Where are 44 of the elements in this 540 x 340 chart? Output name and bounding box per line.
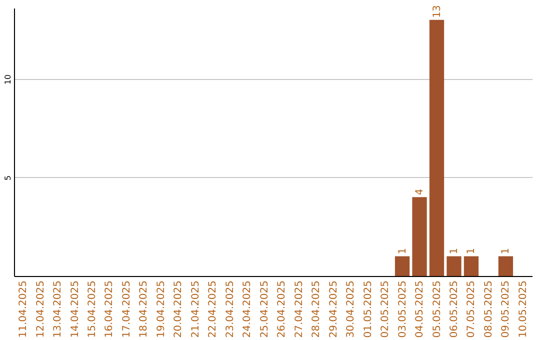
x-tick-label: 21.04.2025 xyxy=(190,280,202,338)
x-tick-label: 19.04.2025 xyxy=(156,280,167,338)
x-tick-label: 25.04.2025 xyxy=(259,280,270,338)
x-tick-label: 03.05.2025 xyxy=(397,280,408,338)
x-tick-label: 13.04.2025 xyxy=(52,280,64,338)
x-tick-label: 16.04.2025 xyxy=(104,280,116,338)
x-tick-label: 02.05.2025 xyxy=(380,280,392,338)
x-tick-label: 12.04.2025 xyxy=(35,280,46,338)
bar xyxy=(446,256,462,276)
y-tick-label: 5 xyxy=(4,175,12,181)
data-label: 1 xyxy=(500,248,512,254)
bar xyxy=(464,256,479,276)
x-tick-label: 06.05.2025 xyxy=(449,280,460,338)
x-tick-label: 11.04.2025 xyxy=(18,280,30,338)
x-tick-label: 29.04.2025 xyxy=(328,280,340,338)
x-tick-label: 26.04.2025 xyxy=(276,280,288,338)
bar xyxy=(394,256,410,276)
x-tick-label: 18.04.2025 xyxy=(138,280,150,338)
x-tick-label: 04.05.2025 xyxy=(414,280,426,338)
data-label: 1 xyxy=(466,248,478,254)
x-tick-label: 24.04.2025 xyxy=(242,280,254,338)
bar xyxy=(429,20,444,276)
data-label: 1 xyxy=(449,248,460,254)
x-tick-label: 09.05.2025 xyxy=(500,280,512,338)
data-label: 13 xyxy=(432,5,443,18)
data-label: 4 xyxy=(414,188,426,196)
bar xyxy=(412,197,427,276)
x-tick-label: 07.05.2025 xyxy=(466,280,478,338)
x-tick-label: 20.04.2025 xyxy=(173,280,184,338)
x-tick-label: 30.04.2025 xyxy=(346,280,357,338)
x-tick-label: 28.04.2025 xyxy=(311,280,322,338)
x-tick-label: 14.04.2025 xyxy=(70,280,81,338)
x-tick-label: 05.05.2025 xyxy=(432,280,443,338)
x-tick-label: 08.05.2025 xyxy=(483,280,494,338)
x-tick-label: 23.04.2025 xyxy=(224,280,236,338)
y-tick-label: 10 xyxy=(4,74,12,85)
data-label: 1 xyxy=(397,248,408,254)
x-tick-label: 01.05.2025 xyxy=(362,280,374,338)
x-tick-label: 22.04.2025 xyxy=(208,280,219,338)
x-tick-label: 17.04.2025 xyxy=(121,280,132,338)
x-tick-label: 15.04.2025 xyxy=(87,280,98,338)
bar xyxy=(498,256,514,276)
x-tick-label: 27.04.2025 xyxy=(294,280,305,338)
x-tick-label: 10.05.2025 xyxy=(518,280,529,338)
